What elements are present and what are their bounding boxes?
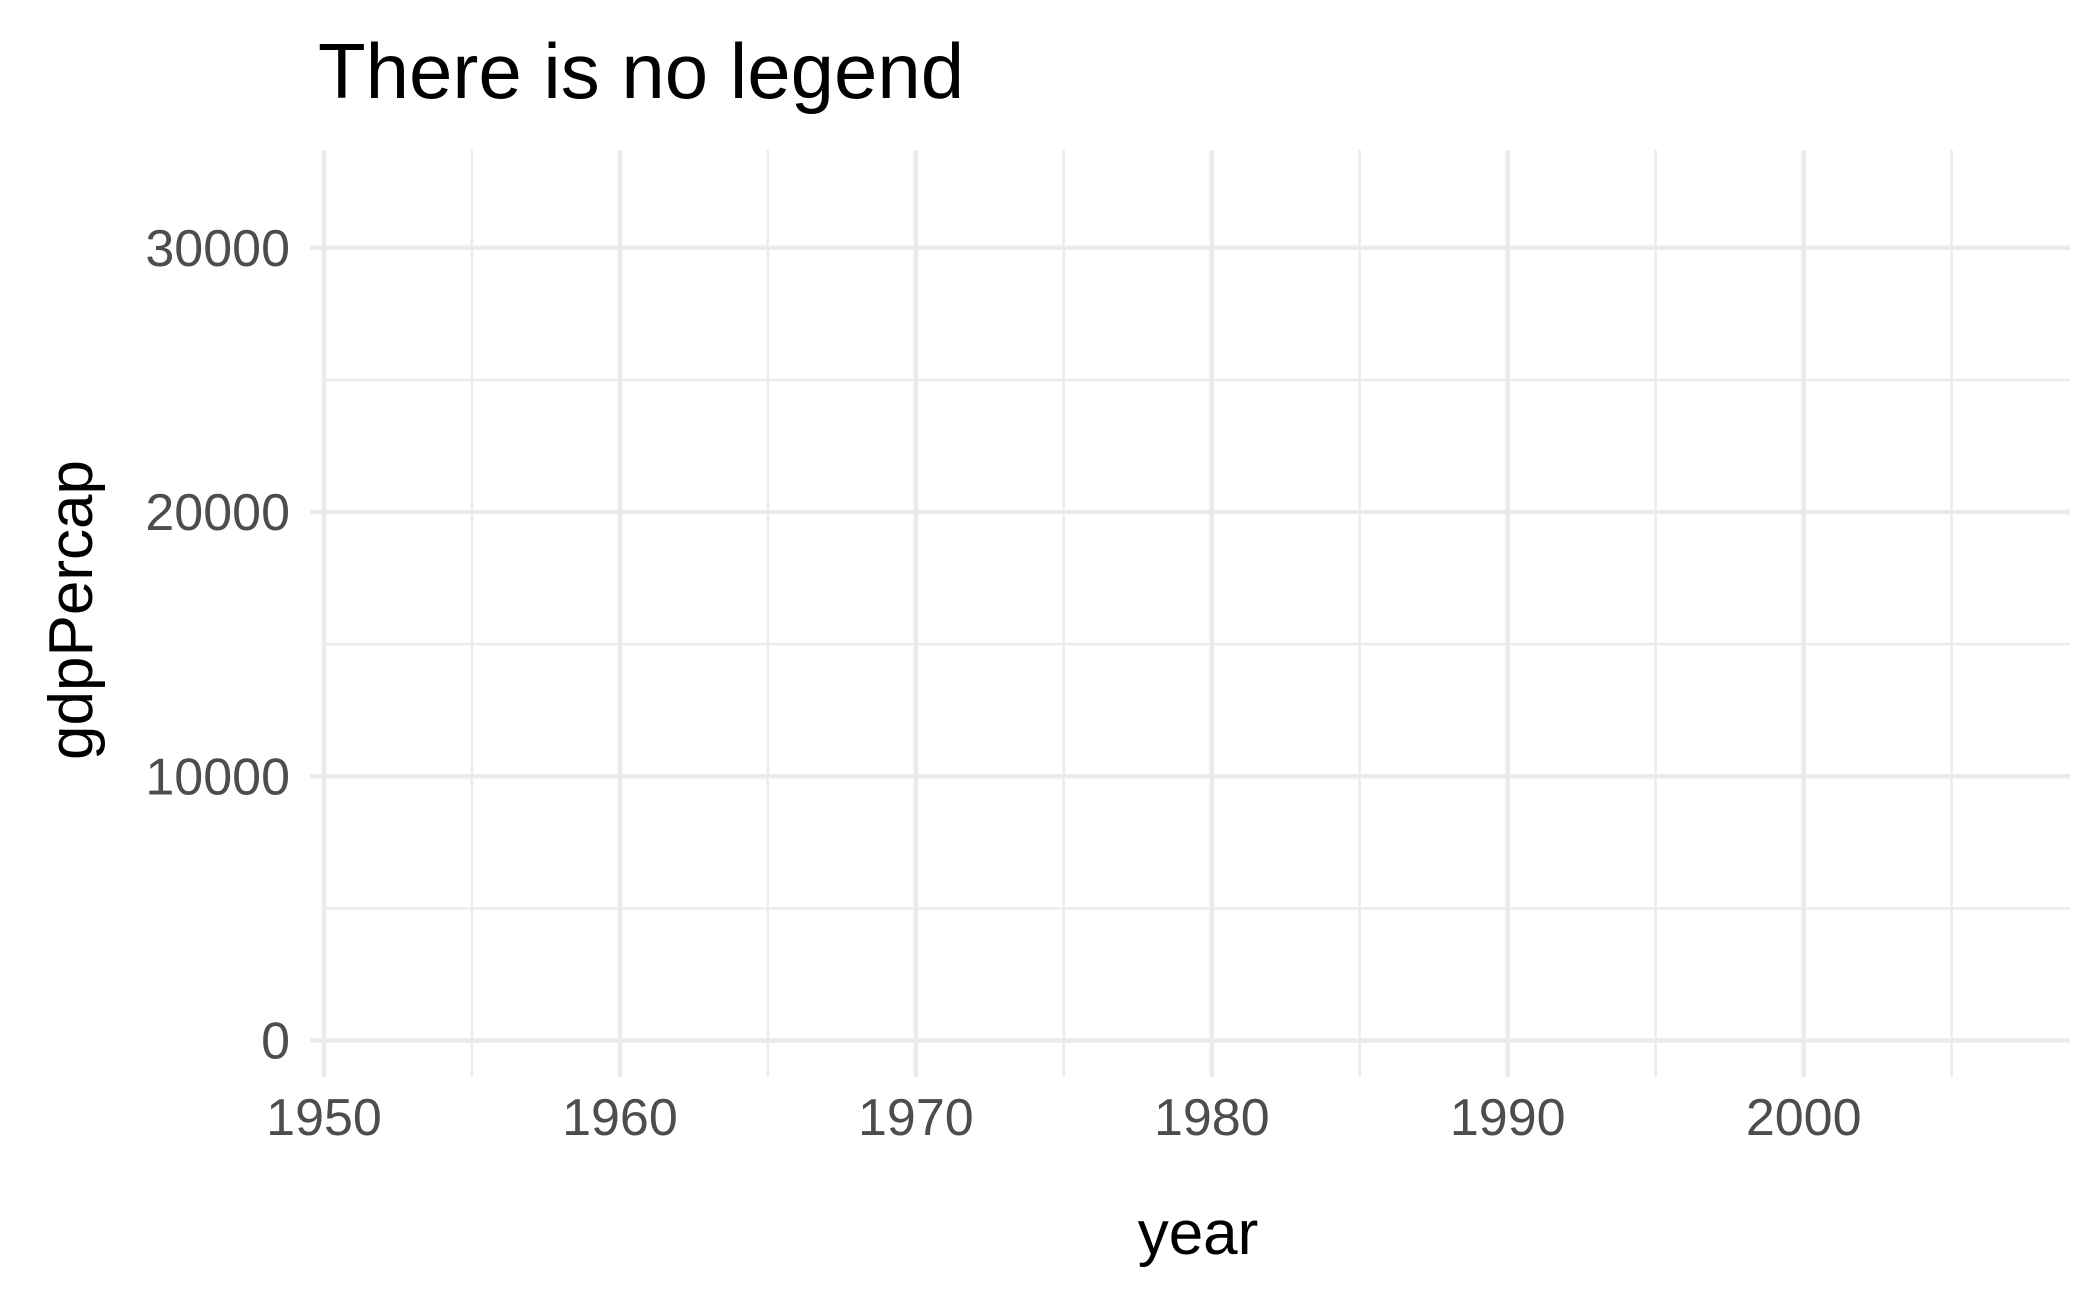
x-axis-title: year xyxy=(1138,1199,1259,1268)
y-axis-tick-labels: 0 10000 20000 30000 xyxy=(145,220,290,1071)
x-tick-label: 1970 xyxy=(858,1089,974,1147)
x-tick-label: 1980 xyxy=(1154,1089,1270,1147)
x-tick-label: 1960 xyxy=(562,1089,678,1147)
y-tick-label: 0 xyxy=(261,1013,290,1071)
x-tick-label: 2000 xyxy=(1746,1089,1862,1147)
axis-ticks xyxy=(310,245,1953,1077)
x-tick-label: 1990 xyxy=(1450,1089,1566,1147)
y-tick-label: 30000 xyxy=(145,220,290,278)
major-gridlines xyxy=(321,150,2070,1063)
y-tick-label: 20000 xyxy=(145,484,290,542)
y-axis-title: gdpPercap xyxy=(37,460,106,760)
x-tick-label: 1950 xyxy=(266,1089,382,1147)
chart-title: There is no legend xyxy=(318,27,964,115)
x-axis-tick-labels: 1950 1960 1970 1980 1990 2000 xyxy=(266,1089,1861,1147)
minor-gridlines xyxy=(324,150,2070,1063)
y-tick-label: 10000 xyxy=(145,748,290,806)
